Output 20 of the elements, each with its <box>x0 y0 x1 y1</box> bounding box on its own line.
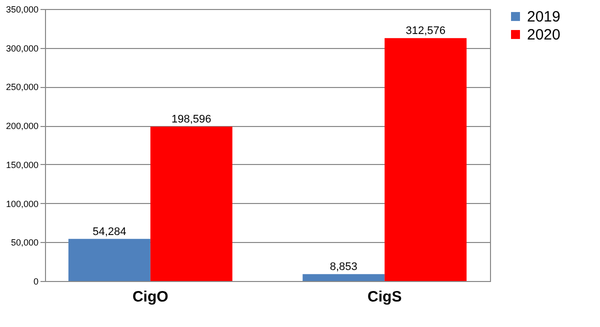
y-tick-label: 350,000 <box>6 4 38 14</box>
y-tick-label: 250,000 <box>6 82 38 92</box>
y-tick-label: 300,000 <box>6 43 38 54</box>
x-tick-label: CigS <box>368 288 402 306</box>
legend-label: 2020 <box>527 26 560 44</box>
y-tick-label: 100,000 <box>6 198 38 209</box>
bar <box>302 274 385 281</box>
data-label: 54,284 <box>92 226 126 238</box>
legend-label: 2019 <box>527 8 560 26</box>
data-label: 312,576 <box>406 25 446 38</box>
data-label: 8,853 <box>330 261 358 274</box>
y-tick-label: 0 <box>33 276 38 286</box>
y-tick-label: 150,000 <box>6 160 38 170</box>
y-tick-label: 50,000 <box>10 238 38 248</box>
bar <box>150 126 232 281</box>
y-tick-label: 200,000 <box>6 121 38 132</box>
data-label: 198,596 <box>172 114 212 126</box>
bar <box>68 238 150 281</box>
x-tick-label: CigO <box>132 288 169 306</box>
bar <box>384 38 467 281</box>
